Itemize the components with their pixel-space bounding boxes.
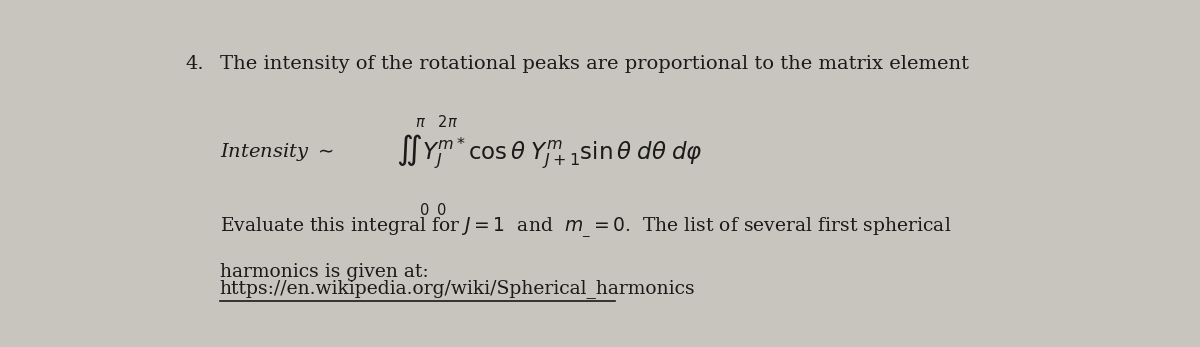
Text: $\pi$   $2\pi$: $\pi$ $2\pi$ [415, 114, 458, 130]
Text: $\int\!\!\int Y_J^{m*}\cos\theta\; Y_{J+1}^{m}\sin\theta\; d\theta\; d\varphi$: $\int\!\!\int Y_J^{m*}\cos\theta\; Y_{J+… [396, 133, 703, 170]
Text: https://en.wikipedia.org/wiki/Spherical_harmonics: https://en.wikipedia.org/wiki/Spherical_… [220, 279, 695, 298]
Text: Intensity $\sim$: Intensity $\sim$ [220, 141, 334, 162]
Text: Evaluate this integral for $J = 1$  and  $m_{\_} = 0$.  The list of several firs: Evaluate this integral for $J = 1$ and $… [220, 215, 952, 239]
Text: 4.: 4. [185, 55, 204, 73]
Text: $0 \;\; 0$: $0 \;\; 0$ [419, 202, 446, 218]
Text: harmonics is given at:: harmonics is given at: [220, 263, 428, 281]
Text: The intensity of the rotational peaks are proportional to the matrix element: The intensity of the rotational peaks ar… [220, 55, 968, 73]
